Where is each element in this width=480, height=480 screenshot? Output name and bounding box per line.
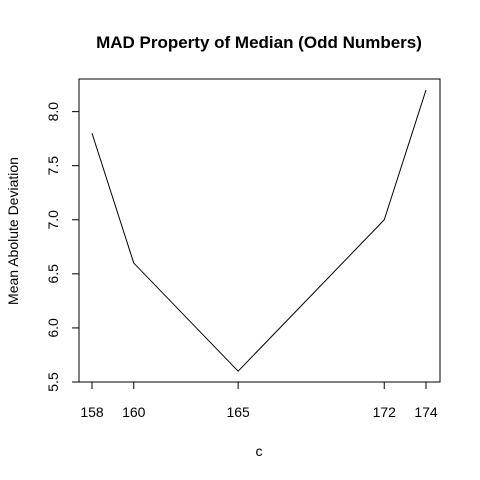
x-tick-label: 172	[373, 404, 397, 420]
x-tick-label: 158	[80, 404, 104, 420]
x-axis: 158 160 165 172 174	[80, 382, 438, 420]
x-axis-label: c	[256, 443, 263, 459]
y-axis-label: Mean Abolute Deviation	[5, 157, 21, 305]
x-tick-label: 165	[226, 404, 250, 420]
y-axis: 5.5 6.0 6.5 7.0 7.5 8.0	[45, 102, 79, 392]
y-tick-label: 6.0	[45, 318, 61, 338]
series-line	[91, 89, 427, 372]
x-tick-label: 174	[414, 404, 438, 420]
y-tick-label: 5.5	[45, 372, 61, 392]
plot-frame	[78, 78, 441, 383]
y-tick-label: 7.5	[45, 156, 61, 176]
data-layer	[91, 89, 427, 372]
y-tick-label: 7.0	[45, 210, 61, 230]
y-tick-label: 8.0	[45, 102, 61, 122]
x-tick-label: 160	[122, 404, 146, 420]
chart-title: MAD Property of Median (Odd Numbers)	[96, 33, 422, 52]
y-tick-label: 6.5	[45, 264, 61, 284]
